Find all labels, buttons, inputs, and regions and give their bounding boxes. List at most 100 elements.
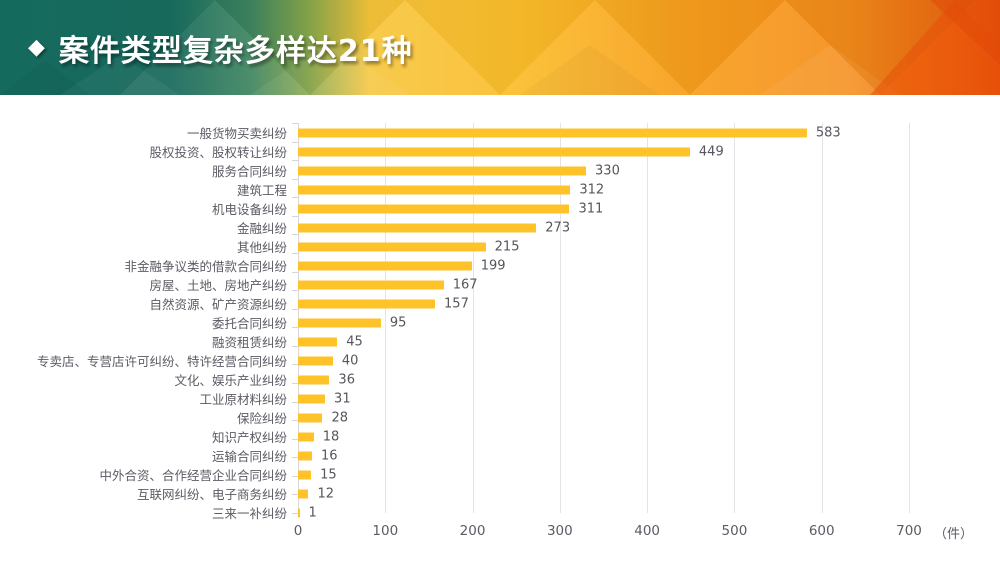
chart-rows: 一般货物买卖纠纷 583 股权投资、股权转让纠纷 449 服务合同纠纷 330 建筑工程 31…	[0, 123, 1000, 521]
category-label: 保险纠纷	[236, 411, 287, 426]
bar	[298, 261, 472, 270]
chart-row: 运输合同纠纷 16	[0, 446, 1000, 465]
chart-row: 三来一补纠纷 1	[0, 503, 1000, 522]
value-label: 583	[815, 125, 841, 140]
value-label: 28	[331, 410, 348, 425]
bar	[298, 223, 537, 232]
y-axis-tick	[292, 364, 298, 366]
bar-area: 583	[298, 123, 1000, 142]
category-label: 专卖店、专营店许可纠纷、特许经营合同纠纷	[36, 354, 287, 369]
value-label: 199	[480, 258, 506, 273]
category-label: 中外合资、合作经营企业合同纠纷	[99, 468, 287, 483]
bar-area: 28	[298, 408, 1000, 427]
x-axis-tick-label: 0	[293, 523, 303, 539]
bar	[298, 318, 381, 327]
bar	[298, 242, 486, 251]
chart-row: 专卖店、专营店许可纠纷、特许经营合同纠纷 40	[0, 351, 1000, 370]
chart-row: 知识产权纠纷 18	[0, 427, 1000, 446]
y-axis-tick	[292, 401, 298, 403]
bar-area: 215	[298, 237, 1000, 256]
category-label: 工业原材料纠纷	[199, 392, 287, 407]
bar	[298, 489, 309, 498]
page-title: 案件类型复杂多样达21种	[58, 33, 413, 69]
chart-row: 保险纠纷 28	[0, 408, 1000, 427]
bar-area: 16	[298, 446, 1000, 465]
y-axis-tick	[292, 178, 298, 180]
bar	[298, 166, 587, 175]
category-label: 建筑工程	[236, 183, 287, 198]
value-label: 18	[322, 429, 340, 444]
value-label: 15	[320, 467, 337, 482]
bar	[298, 413, 323, 422]
bar-area: 273	[298, 218, 1000, 237]
bar	[298, 356, 333, 365]
x-axis-tick-label: 500	[721, 523, 748, 539]
category-label: 互联网纠纷、电子商务纠纷	[136, 487, 287, 502]
gridline	[472, 123, 474, 513]
bar-area: 95	[298, 313, 1000, 332]
gridline	[559, 123, 561, 513]
bar	[298, 204, 570, 213]
y-axis-tick	[292, 197, 298, 199]
bar	[298, 451, 312, 460]
bar	[298, 432, 314, 441]
value-label: 273	[545, 220, 571, 235]
value-label: 330	[595, 163, 620, 178]
y-axis-tick	[292, 271, 298, 273]
bar-area: 18	[298, 427, 1000, 446]
bar	[298, 299, 436, 308]
bar-area: 330	[298, 161, 1000, 180]
bar-area: 311	[298, 199, 1000, 218]
y-axis-tick	[292, 420, 298, 422]
y-axis-tick	[292, 494, 298, 496]
bar-area: 40	[298, 351, 1000, 370]
x-axis-tick-label: 200	[459, 523, 486, 539]
y-axis-tick	[292, 383, 298, 384]
category-label: 房屋、土地、房地产纠纷	[149, 278, 287, 293]
category-label: 知识产权纠纷	[211, 430, 287, 445]
bar-area: 449	[298, 142, 1000, 161]
y-axis-tick	[292, 438, 298, 440]
x-axis-tick-label: 400	[634, 523, 661, 539]
value-label: 31	[334, 391, 351, 406]
chart-row: 其他纠纷 215	[0, 237, 1000, 256]
chart-row: 委托合同纠纷 95	[0, 313, 1000, 332]
y-axis-tick	[292, 215, 298, 217]
chart-row: 互联网纠纷、电子商务纠纷 12	[0, 484, 1000, 503]
x-axis-tick-label: 300	[546, 523, 573, 539]
bar	[298, 508, 300, 517]
bar	[298, 394, 326, 403]
bar	[298, 128, 807, 137]
x-axis-unit-label: （件）	[934, 527, 974, 542]
x-axis-tick-label: 100	[372, 523, 399, 539]
category-label: 股权投资、股权转让纠纷	[149, 145, 287, 160]
chart-row: 机电设备纠纷 311	[0, 199, 1000, 218]
category-label: 运输合同纠纷	[211, 449, 287, 464]
gridline	[647, 123, 649, 513]
x-axis-tick-label: 600	[808, 523, 835, 539]
value-label: 45	[346, 334, 363, 349]
category-label: 非金融争议类的借款合同纠纷	[124, 259, 287, 274]
diamond-icon: ◆	[28, 34, 45, 60]
category-label: 其他纠纷	[236, 240, 287, 255]
x-axis-tick-label: 700	[896, 523, 922, 539]
gridline	[734, 123, 736, 513]
category-label: 融资租赁纠纷	[211, 335, 287, 350]
category-label: 文化、娱乐产业纠纷	[174, 373, 287, 388]
y-axis-tick	[292, 345, 298, 347]
y-axis-tick	[292, 141, 298, 143]
bar-area: 199	[298, 256, 1000, 275]
category-label: 一般货物买卖纠纷	[186, 126, 287, 141]
x-axis: （件） 0 100 200 300 400 500 600 700	[294, 513, 978, 543]
category-label: 金融纠纷	[236, 221, 287, 236]
category-label: 服务合同纠纷	[211, 164, 287, 179]
value-label: 16	[320, 448, 338, 463]
bar-area: 45	[298, 332, 1000, 351]
y-axis-tick	[292, 308, 298, 310]
chart-row: 文化、娱乐产业纠纷 36	[0, 370, 1000, 389]
chart-row: 金融纠纷 273	[0, 218, 1000, 237]
value-label: 311	[578, 201, 604, 216]
chart-row: 房屋、土地、房地产纠纷 167	[0, 275, 1000, 294]
y-axis-tick	[292, 123, 298, 124]
chart-row: 中外合资、合作经营企业合同纠纷 15	[0, 465, 1000, 484]
